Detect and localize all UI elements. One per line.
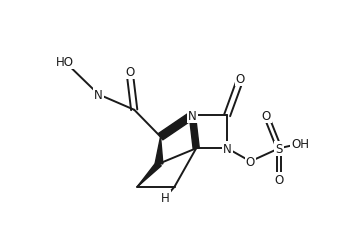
Text: O: O [275,173,284,186]
Polygon shape [189,115,199,149]
Text: H: H [161,191,170,204]
Text: N: N [223,142,232,155]
Text: HO: HO [55,55,74,68]
Text: N: N [94,88,103,101]
Text: O: O [246,155,255,168]
Polygon shape [158,112,195,140]
Text: O: O [125,65,134,78]
Text: S: S [275,142,283,155]
Text: O: O [236,73,245,86]
Text: OH: OH [291,138,309,150]
Polygon shape [155,137,163,164]
Text: O: O [261,109,271,122]
Polygon shape [137,162,161,187]
Text: N: N [188,109,197,122]
